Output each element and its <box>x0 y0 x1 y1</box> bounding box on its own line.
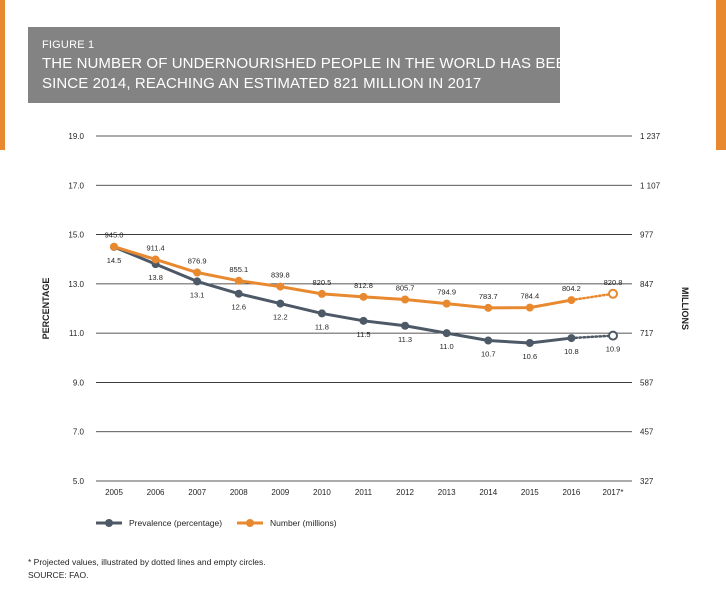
prevalence-data-label: 10.8 <box>564 347 579 356</box>
prevalence-data-label: 10.6 <box>523 352 538 361</box>
y-tick-label-left: 17.0 <box>68 181 84 190</box>
x-tick-label: 2010 <box>313 488 331 497</box>
number-data-label: 839.8 <box>271 271 290 280</box>
prevalence-data-label: 11.3 <box>398 335 412 344</box>
accent-bar-right <box>716 0 726 150</box>
x-tick-label: 2015 <box>521 488 539 497</box>
prevalence-data-label: 12.6 <box>231 303 246 312</box>
number-point <box>193 268 202 277</box>
number-point <box>567 296 576 305</box>
number-data-label: 945.0 <box>105 231 124 240</box>
number-point <box>608 288 618 299</box>
accent-bar-left <box>0 0 5 150</box>
figure-title-line-2: SINCE 2014, REACHING AN ESTIMATED 821 MI… <box>42 75 482 92</box>
x-tick-label: 2005 <box>105 488 123 497</box>
prevalence-data-label: 13.1 <box>190 290 205 299</box>
y-tick-label-left: 13.0 <box>68 280 84 289</box>
number-point <box>276 282 285 291</box>
prevalence-point <box>359 316 368 325</box>
y-tick-label-right: 977 <box>640 231 654 240</box>
y-tick-label-right: 1 237 <box>640 132 661 141</box>
number-point <box>151 255 160 264</box>
number-data-label: 911.4 <box>146 243 164 252</box>
number-line <box>113 245 572 310</box>
y-axis-title-right: MILLIONS <box>680 287 690 330</box>
legend-marker-number <box>246 519 254 527</box>
number-data-label: 804.2 <box>562 284 581 293</box>
footnote: * Projected values, illustrated by dotte… <box>28 557 266 567</box>
x-tick-label: 2013 <box>438 488 456 497</box>
y-tick-label-right: 587 <box>640 378 654 387</box>
x-tick-label: 2011 <box>355 488 373 497</box>
prevalence-point <box>401 321 410 330</box>
x-tick-label: 2014 <box>479 488 497 497</box>
prevalence-data-label: 13.8 <box>148 273 163 282</box>
prevalence-point <box>234 289 243 298</box>
x-tick-label: 2008 <box>230 488 248 497</box>
number-data-label: 855.1 <box>229 265 248 274</box>
legend-label-prevalence: Prevalence (percentage) <box>129 518 222 528</box>
number-point <box>484 303 493 312</box>
number-point <box>234 276 243 285</box>
prevalence-data-label: 11.5 <box>356 330 370 339</box>
number-point <box>525 303 534 312</box>
prevalence-point <box>193 277 202 286</box>
x-tick-label: 2017* <box>603 488 624 497</box>
prevalence-data-label: 14.5 <box>107 256 122 265</box>
y-tick-label-left: 15.0 <box>68 231 84 240</box>
x-tick-label: 2016 <box>563 488 581 497</box>
prevalence-data-label: 10.9 <box>606 345 621 354</box>
x-tick-label: 2007 <box>188 488 206 497</box>
number-data-label: 805.7 <box>396 284 415 293</box>
number-data-label: 820.8 <box>604 278 623 287</box>
y-tick-label-left: 5.0 <box>73 477 85 486</box>
prevalence-data-label: 11.8 <box>315 322 329 331</box>
prevalence-line <box>113 245 572 345</box>
y-tick-label-right: 847 <box>640 280 654 289</box>
number-point <box>359 292 368 301</box>
figure-label: FIGURE 1 <box>42 39 95 51</box>
number-point <box>110 242 118 251</box>
x-tick-label: 2006 <box>147 488 165 497</box>
legend-label-number: Number (millions) <box>270 518 337 528</box>
y-tick-label-right: 1 107 <box>640 181 661 190</box>
source-note: SOURCE: FAO. <box>28 570 89 580</box>
prevalence-point <box>442 329 451 338</box>
figure-header: FIGURE 1 THE NUMBER OF UNDERNOURISHED PE… <box>28 27 678 103</box>
y-tick-label-left: 11.0 <box>69 329 85 338</box>
prevalence-data-label: 10.7 <box>481 350 496 359</box>
y-tick-label-right: 717 <box>640 329 654 338</box>
number-line-projected <box>570 292 615 302</box>
y-axis-title-left: PERCENTAGE <box>41 278 51 340</box>
number-data-label: 783.7 <box>479 292 498 301</box>
number-data-label: 876.9 <box>188 257 207 266</box>
number-point <box>442 299 451 308</box>
y-tick-label-left: 7.0 <box>73 428 85 437</box>
prevalence-point <box>608 330 618 341</box>
number-point <box>317 289 326 298</box>
x-tick-label: 2012 <box>396 488 414 497</box>
number-point <box>401 295 410 304</box>
legend-marker-prevalence <box>105 519 113 527</box>
number-data-label: 784.4 <box>520 292 539 301</box>
y-tick-label-right: 327 <box>640 477 654 486</box>
prevalence-point <box>276 299 285 308</box>
prevalence-point <box>567 334 576 343</box>
y-tick-label-left: 19.0 <box>68 132 84 141</box>
y-tick-label-right: 457 <box>640 428 654 437</box>
prevalence-point <box>317 309 326 318</box>
prevalence-line-projected <box>570 334 615 340</box>
prevalence-data-label: 12.2 <box>273 313 288 322</box>
prevalence-point <box>525 339 534 347</box>
prevalence-data-label: 11.0 <box>440 342 454 351</box>
prevalence-point <box>484 336 493 345</box>
number-data-label: 794.9 <box>437 288 456 297</box>
number-data-label: 820.5 <box>313 278 332 287</box>
x-tick-label: 2009 <box>271 488 289 497</box>
number-data-label: 812.8 <box>354 281 373 290</box>
y-tick-label-left: 9.0 <box>73 378 85 387</box>
figure-title-line-1: THE NUMBER OF UNDERNOURISHED PEOPLE IN T… <box>42 55 678 72</box>
